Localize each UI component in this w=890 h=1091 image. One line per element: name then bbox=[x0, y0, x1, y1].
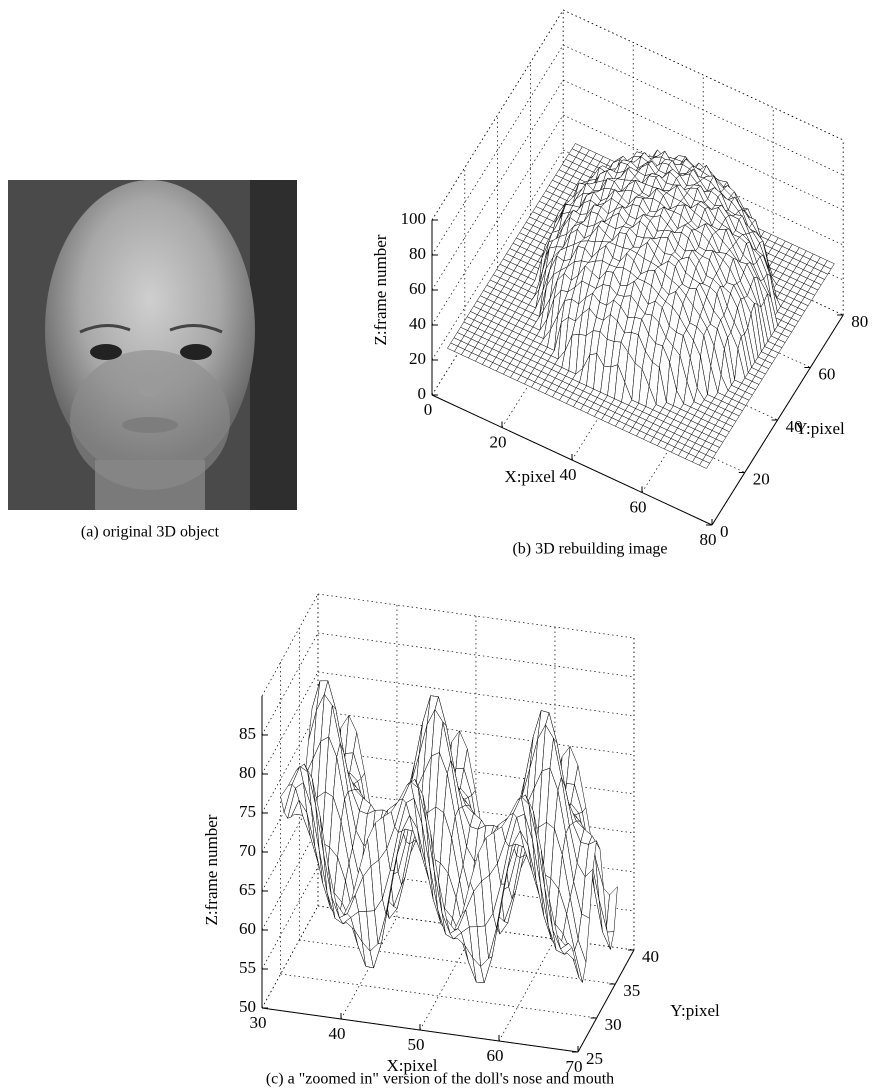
z-tick-label: 85 bbox=[239, 724, 256, 743]
z-tick-label: 50 bbox=[239, 997, 256, 1016]
grid-line bbox=[281, 974, 597, 1018]
x-tick-label: 60 bbox=[630, 497, 647, 516]
y-tick-label: 0 bbox=[720, 522, 729, 541]
grid-line bbox=[262, 906, 318, 1008]
y-tick-label: 40 bbox=[642, 947, 659, 966]
grid-line bbox=[262, 867, 318, 969]
grid-line bbox=[262, 633, 318, 735]
y-tick-label: 30 bbox=[605, 1015, 622, 1034]
grid-line bbox=[262, 828, 318, 930]
x-tick-label: 80 bbox=[700, 530, 717, 549]
caption: (c) a "zoomed in" version of the doll's … bbox=[266, 1071, 614, 1088]
box-edge bbox=[563, 10, 843, 140]
y-tick-label: 20 bbox=[753, 469, 770, 488]
y-axis-label: Y:pixel bbox=[670, 1001, 720, 1020]
caption: (b) 3D rebuilding image bbox=[512, 541, 667, 558]
x-tick-label: 40 bbox=[329, 1024, 346, 1043]
y-axis-label: Y:pixel bbox=[795, 419, 845, 438]
z-tick-label: 55 bbox=[239, 958, 256, 977]
photo bbox=[8, 180, 297, 510]
z-tick-label: 0 bbox=[418, 384, 427, 403]
z-tick-label: 80 bbox=[409, 244, 426, 263]
box-edge bbox=[262, 594, 318, 696]
x-tick-label: 20 bbox=[490, 432, 507, 451]
z-tick-label: 75 bbox=[239, 802, 256, 821]
z-tick-label: 65 bbox=[239, 880, 256, 899]
z-tick-label: 100 bbox=[401, 209, 427, 228]
z-tick-label: 20 bbox=[409, 349, 426, 368]
y-tick-label: 25 bbox=[586, 1049, 603, 1068]
figure: (a) original 3D object 02040608002040608… bbox=[0, 0, 890, 1091]
y-tick-label: 60 bbox=[818, 364, 835, 383]
x-axis-label: X:pixel bbox=[505, 467, 556, 486]
z-tick-label: 60 bbox=[409, 279, 426, 298]
y-tick-label: 80 bbox=[851, 312, 868, 331]
z-tick-label: 60 bbox=[239, 919, 256, 938]
z-tick-label: 70 bbox=[239, 841, 256, 860]
z-axis-label: Z:frame number bbox=[371, 234, 390, 345]
caption: (a) original 3D object bbox=[81, 524, 220, 541]
y-tick-label: 35 bbox=[623, 981, 640, 1000]
x-tick-label: 40 bbox=[560, 465, 577, 484]
x-tick-label: 60 bbox=[487, 1046, 504, 1065]
x-tick-label: 50 bbox=[408, 1035, 425, 1054]
grid-line bbox=[262, 906, 318, 1008]
y-axis bbox=[578, 950, 634, 1052]
grid-line bbox=[499, 939, 555, 1041]
z-tick-label: 80 bbox=[239, 763, 256, 782]
z-axis-label: Z:frame number bbox=[202, 814, 221, 925]
z-tick-label: 40 bbox=[409, 314, 426, 333]
